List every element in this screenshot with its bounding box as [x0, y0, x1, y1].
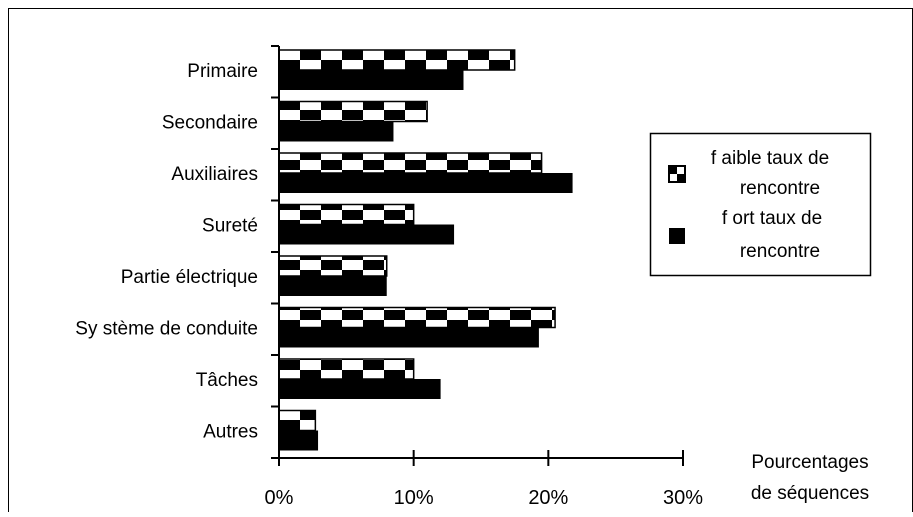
category-label: Sureté — [202, 216, 258, 237]
category-label: Secondaire — [162, 113, 258, 134]
bar-low-rate — [278, 100, 428, 123]
bars-layer — [278, 49, 573, 451]
legend-swatch-solid — [669, 228, 685, 244]
category-label: Partie électrique — [121, 267, 258, 288]
x-tick-label: 0% — [265, 487, 294, 509]
x-axis-title-line-2: de séquences — [751, 483, 869, 504]
bar-high-rate — [279, 430, 319, 451]
bar-high-rate — [279, 173, 573, 193]
bar-low-rate — [278, 255, 388, 277]
category-label: Auxiliaires — [171, 164, 258, 185]
category-label: Tâches — [196, 370, 258, 391]
bar-low-rate — [278, 306, 556, 329]
bar-high-rate — [279, 70, 464, 90]
category-label: Primaire — [187, 61, 258, 82]
legend: f aible taux de rencontre f ort taux de … — [649, 132, 872, 277]
category-label: Sy stème de conduite — [75, 319, 258, 340]
legend-box — [649, 132, 872, 277]
bar-high-rate — [279, 224, 455, 245]
legend-label-1-line-2: rencontre — [740, 178, 820, 199]
legend-label-2-line-1: f ort taux de — [722, 208, 822, 229]
bar-high-rate — [279, 121, 394, 142]
axes-layer — [271, 45, 684, 466]
category-label: Autres — [203, 422, 258, 443]
legend-swatch-checker — [668, 165, 686, 183]
legend-label-2-line-2: rencontre — [740, 241, 820, 262]
bar-high-rate — [279, 327, 539, 348]
bar-high-rate — [279, 276, 387, 296]
labels-layer: Primaire Secondaire Auxiliaires Sureté Parti… — [75, 61, 703, 509]
bar-low-rate — [278, 49, 516, 71]
x-tick-label: 10% — [394, 487, 434, 509]
bar-low-rate — [278, 409, 317, 432]
bar-low-rate — [278, 203, 415, 226]
bar-low-rate — [278, 358, 415, 380]
x-tick-label: 30% — [663, 487, 703, 509]
x-axis-title-line-1: Pourcentages — [751, 452, 868, 473]
bar-low-rate — [278, 152, 543, 174]
x-tick-label: 20% — [528, 487, 568, 509]
legend-label-1-line-1: f aible taux de — [711, 148, 829, 169]
bar-high-rate — [279, 379, 441, 399]
